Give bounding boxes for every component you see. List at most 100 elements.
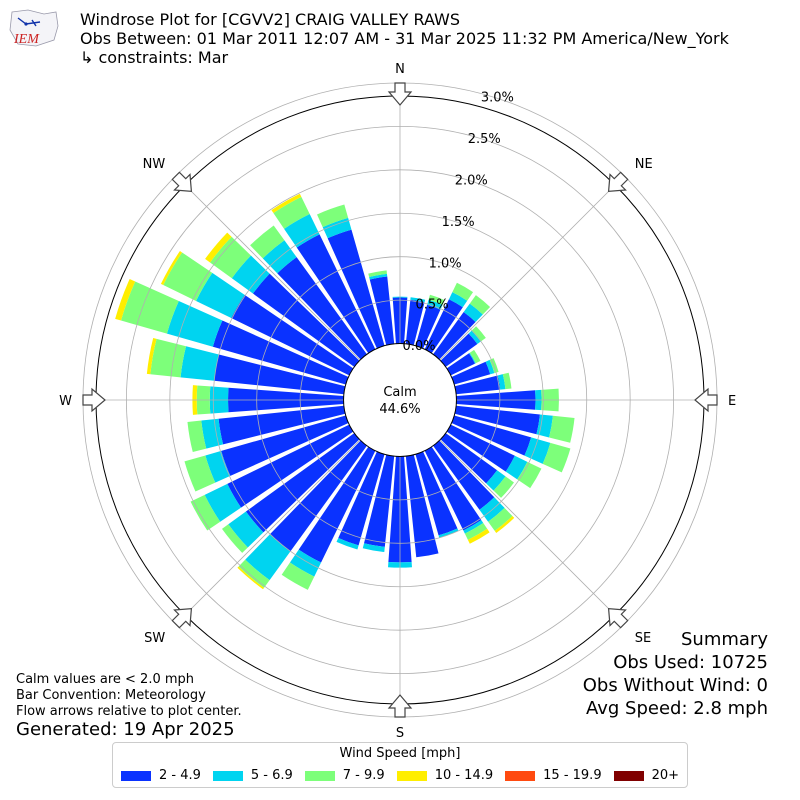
radial-tick-label: 1.0% [429, 256, 462, 271]
sector-290 [115, 279, 349, 385]
flow-arrow-shape [387, 694, 413, 718]
sector-230 [221, 433, 360, 553]
bar-segment [471, 326, 486, 342]
title-line3: ↳ constraints: Mar [80, 48, 229, 67]
bar-segment [238, 559, 270, 588]
bar-segment [451, 361, 491, 385]
legend-entry: 7 - 9.9 [304, 768, 385, 783]
bar-segment [212, 320, 349, 385]
bar-segment [245, 433, 360, 533]
bar-segment [322, 217, 352, 239]
direction-label-s: S [396, 726, 404, 741]
bar-segment [427, 299, 443, 310]
flow-note: Flow arrows relative to plot center. [16, 704, 242, 719]
bar-segment [205, 232, 232, 263]
arrow-ne-icon [607, 171, 629, 193]
generated-date: Generated: 19 Apr 2025 [16, 719, 235, 740]
bar-segment [438, 528, 459, 538]
sector-220 [237, 440, 367, 590]
direction-label-se: SE [635, 631, 651, 646]
bar-segment [415, 304, 441, 349]
bar-segment [433, 440, 495, 510]
legend-label: 2 - 4.9 [158, 768, 201, 783]
sector-280 [146, 338, 346, 395]
arrow-sw-icon [171, 607, 193, 629]
sector-140 [433, 440, 515, 533]
legend-entry: 20+ [613, 768, 680, 783]
calm-label: Calm [383, 385, 416, 400]
bar-segment [517, 461, 542, 489]
sector-240 [190, 424, 354, 531]
sector-200 [336, 451, 385, 550]
bar-segment [214, 354, 346, 395]
bar-segment [163, 252, 213, 301]
bar-segment [205, 450, 231, 483]
bar-segment [485, 359, 495, 375]
sector-300 [160, 250, 354, 376]
sector-150 [424, 446, 490, 544]
bar-segment [115, 279, 136, 321]
iem-logo: IEM [9, 9, 59, 47]
bar-segment [502, 372, 512, 390]
bar-segment [468, 330, 481, 344]
bar-segment [218, 405, 346, 445]
bar-convention: Bar Convention: Meteorology [16, 688, 206, 703]
bar-segment [364, 454, 395, 547]
summary-obs-without-wind: Obs Without Wind: 0 [582, 675, 768, 696]
sector-250 [184, 415, 349, 492]
bar-segment [298, 446, 376, 563]
bar-segment [196, 272, 245, 319]
sector-100 [454, 405, 575, 443]
bar-segment [524, 437, 551, 464]
flow-arrow-shape [607, 607, 629, 629]
bar-segment [542, 442, 571, 473]
flow-arrow-shape [171, 171, 193, 193]
bar-segment [277, 257, 367, 360]
grid-spoke [184, 184, 361, 361]
calm-definition: Calm values are < 2.0 mph [16, 672, 195, 687]
grid-spoke [184, 439, 361, 616]
bar-segment [369, 273, 388, 280]
bar-segment [187, 420, 207, 453]
bar-segment [469, 295, 491, 315]
bar-segment [150, 338, 187, 378]
summary-block: Summary Obs Used: 10725 Obs Without Wind… [583, 628, 768, 720]
legend-label: 20+ [651, 768, 680, 783]
sector-60 [446, 349, 481, 376]
legend-entry: 10 - 14.9 [396, 768, 494, 783]
direction-label-nw: NW [143, 157, 166, 172]
arrow-nw-icon [171, 171, 193, 193]
arrow-s-icon [387, 694, 413, 718]
bar-segment [448, 292, 468, 308]
bar-segment [362, 543, 385, 553]
bar-segment [204, 483, 242, 522]
bar-segment [424, 299, 463, 354]
bar-segment [190, 494, 221, 531]
bar-segment [405, 299, 425, 346]
calm-circle [343, 343, 457, 457]
bar-segment [469, 352, 476, 364]
legend-swatch [505, 770, 536, 781]
logo-text: IEM [13, 32, 40, 47]
sector-30 [424, 282, 474, 354]
legend-items: 2 - 4.9 5 - 6.9 7 - 9.9 10 - 14.9 15 - 19.9 2… [113, 768, 687, 783]
bar-segment [284, 214, 320, 248]
legend-label: 5 - 6.9 [250, 768, 293, 783]
sector-350 [368, 270, 395, 346]
bar-segment [428, 294, 445, 305]
bar-segment [273, 196, 310, 229]
bar-segment [221, 415, 349, 476]
bar-segment [549, 415, 575, 443]
summary-heading: Summary [681, 629, 768, 650]
flow-arrow-shape [694, 387, 718, 413]
bar-segment [463, 303, 483, 323]
arrow-w-icon [82, 387, 106, 413]
direction-label-sw: SW [144, 631, 165, 646]
bar-segment [227, 424, 354, 508]
bar-segment [454, 375, 501, 395]
bar-segment [446, 424, 515, 472]
legend-label: 10 - 14.9 [434, 768, 494, 783]
bar-segment [270, 440, 367, 552]
legend-swatch [396, 770, 427, 781]
summary-avg-speed: Avg Speed: 2.8 mph [586, 698, 768, 719]
